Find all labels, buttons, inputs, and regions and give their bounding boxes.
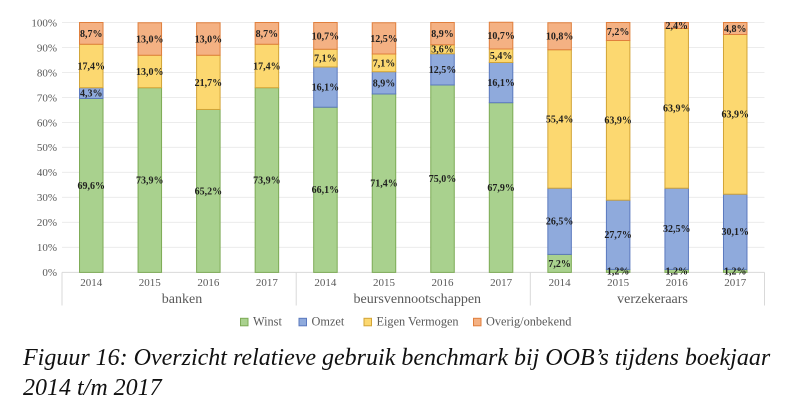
svg-text:26,5%: 26,5% [546, 217, 574, 228]
svg-text:10%: 10% [37, 242, 57, 254]
svg-text:8,7%: 8,7% [256, 29, 279, 40]
svg-text:Winst: Winst [253, 315, 282, 329]
svg-text:12,5%: 12,5% [370, 34, 398, 45]
svg-text:63,9%: 63,9% [604, 116, 632, 127]
svg-text:2015: 2015 [607, 277, 630, 289]
svg-text:80%: 80% [37, 67, 57, 79]
svg-text:100%: 100% [31, 17, 57, 29]
svg-text:4,8%: 4,8% [724, 24, 747, 35]
svg-text:7,2%: 7,2% [548, 259, 571, 270]
svg-text:65,2%: 65,2% [195, 186, 223, 197]
svg-text:0%: 0% [42, 267, 57, 279]
svg-text:67,9%: 67,9% [487, 183, 515, 194]
svg-text:20%: 20% [37, 217, 57, 229]
svg-text:10,7%: 10,7% [487, 31, 515, 42]
svg-text:13,0%: 13,0% [136, 34, 164, 45]
svg-text:63,9%: 63,9% [721, 110, 749, 121]
svg-text:16,1%: 16,1% [487, 78, 515, 89]
svg-text:2016: 2016 [666, 277, 689, 289]
svg-text:90%: 90% [37, 42, 57, 54]
svg-text:63,9%: 63,9% [663, 104, 691, 115]
svg-text:2014: 2014 [549, 277, 572, 289]
svg-text:Overig/onbekend: Overig/onbekend [486, 315, 571, 329]
svg-text:2016: 2016 [432, 277, 455, 289]
svg-text:8,9%: 8,9% [373, 78, 396, 89]
svg-text:beursvennootschappen: beursvennootschappen [354, 292, 482, 307]
svg-text:10,7%: 10,7% [312, 31, 340, 42]
svg-text:13,0%: 13,0% [136, 67, 164, 78]
svg-text:1,2%: 1,2% [724, 266, 747, 277]
svg-text:30,1%: 30,1% [721, 227, 749, 238]
svg-text:69,6%: 69,6% [78, 181, 106, 192]
svg-text:2017: 2017 [256, 277, 279, 289]
svg-text:2014: 2014 [314, 277, 337, 289]
svg-text:2017: 2017 [490, 277, 513, 289]
svg-text:30%: 30% [37, 192, 57, 204]
svg-text:2015: 2015 [139, 277, 162, 289]
svg-text:32,5%: 32,5% [663, 224, 691, 235]
svg-text:2016: 2016 [197, 277, 220, 289]
svg-text:10,8%: 10,8% [546, 32, 574, 43]
svg-text:Omzet: Omzet [312, 315, 345, 329]
svg-text:50%: 50% [37, 142, 57, 154]
svg-text:2015: 2015 [373, 277, 396, 289]
svg-text:4,3%: 4,3% [80, 89, 103, 100]
svg-text:66,1%: 66,1% [312, 185, 340, 196]
svg-text:71,4%: 71,4% [370, 179, 398, 190]
svg-text:60%: 60% [37, 117, 57, 129]
svg-text:verzekeraars: verzekeraars [617, 292, 688, 307]
svg-text:7,1%: 7,1% [373, 58, 396, 69]
svg-text:7,2%: 7,2% [607, 27, 630, 38]
svg-text:8,9%: 8,9% [431, 29, 454, 40]
svg-text:2,4%: 2,4% [665, 21, 688, 32]
svg-text:1,2%: 1,2% [665, 266, 688, 277]
svg-text:12,5%: 12,5% [429, 65, 457, 76]
svg-text:1,2%: 1,2% [607, 266, 630, 277]
svg-text:banken: banken [162, 292, 202, 307]
svg-text:40%: 40% [37, 167, 57, 179]
svg-text:8,7%: 8,7% [80, 29, 103, 40]
svg-text:70%: 70% [37, 92, 57, 104]
svg-text:55,4%: 55,4% [546, 114, 574, 125]
svg-text:73,9%: 73,9% [136, 176, 164, 187]
svg-text:Eigen Vermogen: Eigen Vermogen [377, 315, 459, 329]
svg-text:75,0%: 75,0% [429, 174, 457, 185]
svg-text:21,7%: 21,7% [195, 78, 223, 89]
svg-text:3,6%: 3,6% [431, 45, 454, 56]
svg-text:13,0%: 13,0% [195, 34, 223, 45]
svg-text:5,4%: 5,4% [490, 51, 513, 62]
svg-text:2014: 2014 [80, 277, 103, 289]
svg-text:7,1%: 7,1% [314, 54, 337, 65]
svg-text:2017: 2017 [724, 277, 747, 289]
svg-text:16,1%: 16,1% [312, 83, 340, 94]
svg-text:17,4%: 17,4% [253, 61, 281, 72]
svg-text:73,9%: 73,9% [253, 176, 281, 187]
svg-text:17,4%: 17,4% [78, 61, 106, 72]
svg-text:27,7%: 27,7% [604, 230, 632, 241]
